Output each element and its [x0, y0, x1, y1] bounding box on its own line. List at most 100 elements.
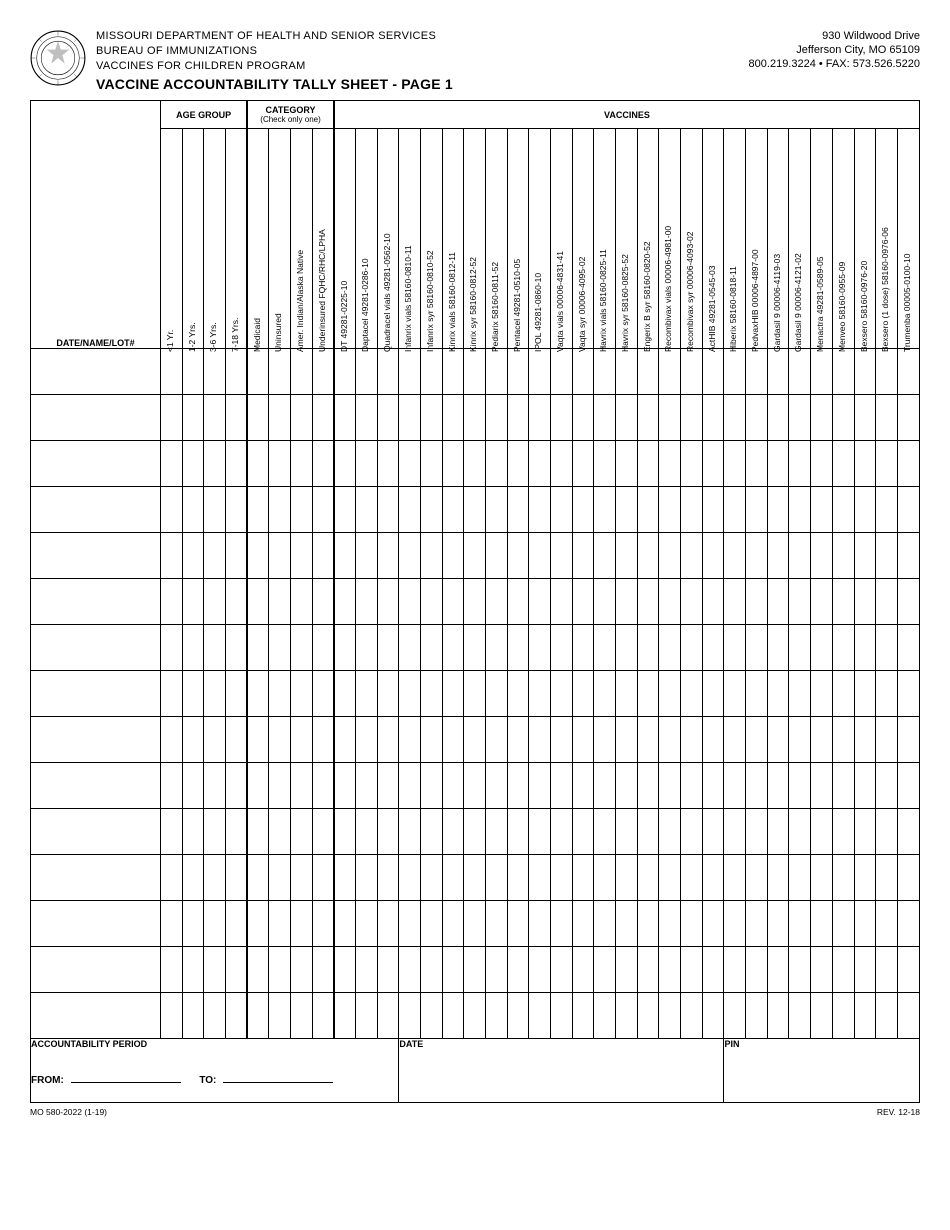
tally-cell[interactable] — [507, 717, 529, 763]
tally-cell[interactable] — [312, 855, 334, 901]
tally-cell[interactable] — [724, 625, 746, 671]
tally-cell[interactable] — [399, 533, 421, 579]
date-name-lot-cell[interactable] — [31, 809, 161, 855]
tally-cell[interactable] — [572, 441, 594, 487]
tally-cell[interactable] — [876, 441, 898, 487]
tally-cell[interactable] — [204, 625, 226, 671]
tally-cell[interactable] — [897, 533, 919, 579]
tally-cell[interactable] — [334, 717, 356, 763]
date-name-lot-cell[interactable] — [31, 671, 161, 717]
tally-cell[interactable] — [637, 441, 659, 487]
tally-cell[interactable] — [204, 579, 226, 625]
tally-cell[interactable] — [421, 901, 443, 947]
tally-cell[interactable] — [551, 533, 573, 579]
tally-cell[interactable] — [594, 625, 616, 671]
tally-cell[interactable] — [702, 349, 724, 395]
tally-cell[interactable] — [681, 395, 703, 441]
tally-cell[interactable] — [616, 441, 638, 487]
tally-cell[interactable] — [247, 855, 269, 901]
tally-cell[interactable] — [702, 901, 724, 947]
date-cell[interactable]: DATE — [399, 1039, 724, 1103]
tally-cell[interactable] — [334, 395, 356, 441]
tally-cell[interactable] — [724, 533, 746, 579]
tally-cell[interactable] — [486, 947, 508, 993]
tally-cell[interactable] — [356, 671, 378, 717]
tally-cell[interactable] — [356, 763, 378, 809]
tally-cell[interactable] — [204, 533, 226, 579]
tally-cell[interactable] — [594, 349, 616, 395]
tally-cell[interactable] — [182, 671, 204, 717]
tally-cell[interactable] — [702, 763, 724, 809]
tally-cell[interactable] — [291, 395, 313, 441]
tally-cell[interactable] — [377, 487, 399, 533]
tally-cell[interactable] — [334, 579, 356, 625]
tally-cell[interactable] — [637, 395, 659, 441]
tally-cell[interactable] — [659, 625, 681, 671]
tally-cell[interactable] — [161, 947, 183, 993]
tally-cell[interactable] — [789, 763, 811, 809]
tally-cell[interactable] — [442, 671, 464, 717]
tally-cell[interactable] — [421, 855, 443, 901]
tally-cell[interactable] — [724, 901, 746, 947]
tally-cell[interactable] — [226, 579, 248, 625]
tally-cell[interactable] — [442, 349, 464, 395]
tally-cell[interactable] — [269, 993, 291, 1039]
tally-cell[interactable] — [486, 809, 508, 855]
tally-cell[interactable] — [702, 441, 724, 487]
tally-cell[interactable] — [616, 947, 638, 993]
tally-cell[interactable] — [182, 579, 204, 625]
tally-cell[interactable] — [291, 809, 313, 855]
tally-cell[interactable] — [659, 717, 681, 763]
tally-cell[interactable] — [334, 441, 356, 487]
tally-cell[interactable] — [399, 395, 421, 441]
tally-cell[interactable] — [659, 855, 681, 901]
tally-cell[interactable] — [291, 533, 313, 579]
tally-cell[interactable] — [291, 763, 313, 809]
tally-cell[interactable] — [832, 533, 854, 579]
tally-cell[interactable] — [226, 763, 248, 809]
tally-cell[interactable] — [269, 901, 291, 947]
tally-cell[interactable] — [269, 671, 291, 717]
tally-cell[interactable] — [421, 579, 443, 625]
tally-cell[interactable] — [702, 533, 724, 579]
tally-cell[interactable] — [551, 487, 573, 533]
tally-cell[interactable] — [767, 763, 789, 809]
tally-cell[interactable] — [377, 901, 399, 947]
tally-cell[interactable] — [486, 625, 508, 671]
tally-cell[interactable] — [897, 901, 919, 947]
tally-cell[interactable] — [876, 901, 898, 947]
tally-cell[interactable] — [897, 487, 919, 533]
tally-cell[interactable] — [811, 809, 833, 855]
tally-cell[interactable] — [377, 947, 399, 993]
tally-cell[interactable] — [876, 809, 898, 855]
tally-cell[interactable] — [399, 947, 421, 993]
tally-cell[interactable] — [594, 671, 616, 717]
from-input-line[interactable] — [71, 1073, 181, 1083]
tally-cell[interactable] — [702, 993, 724, 1039]
tally-cell[interactable] — [161, 395, 183, 441]
tally-cell[interactable] — [486, 855, 508, 901]
tally-cell[interactable] — [594, 717, 616, 763]
tally-cell[interactable] — [811, 947, 833, 993]
tally-cell[interactable] — [681, 579, 703, 625]
tally-cell[interactable] — [464, 349, 486, 395]
tally-cell[interactable] — [789, 855, 811, 901]
tally-cell[interactable] — [312, 625, 334, 671]
tally-cell[interactable] — [529, 533, 551, 579]
pin-cell[interactable]: PIN — [724, 1039, 920, 1103]
tally-cell[interactable] — [377, 763, 399, 809]
tally-cell[interactable] — [464, 717, 486, 763]
tally-cell[interactable] — [529, 487, 551, 533]
tally-cell[interactable] — [746, 993, 768, 1039]
tally-cell[interactable] — [876, 993, 898, 1039]
tally-cell[interactable] — [832, 809, 854, 855]
date-name-lot-cell[interactable] — [31, 579, 161, 625]
tally-cell[interactable] — [594, 763, 616, 809]
tally-cell[interactable] — [464, 901, 486, 947]
tally-cell[interactable] — [876, 349, 898, 395]
tally-cell[interactable] — [832, 349, 854, 395]
tally-cell[interactable] — [854, 625, 876, 671]
tally-cell[interactable] — [724, 441, 746, 487]
tally-cell[interactable] — [442, 809, 464, 855]
tally-cell[interactable] — [811, 717, 833, 763]
